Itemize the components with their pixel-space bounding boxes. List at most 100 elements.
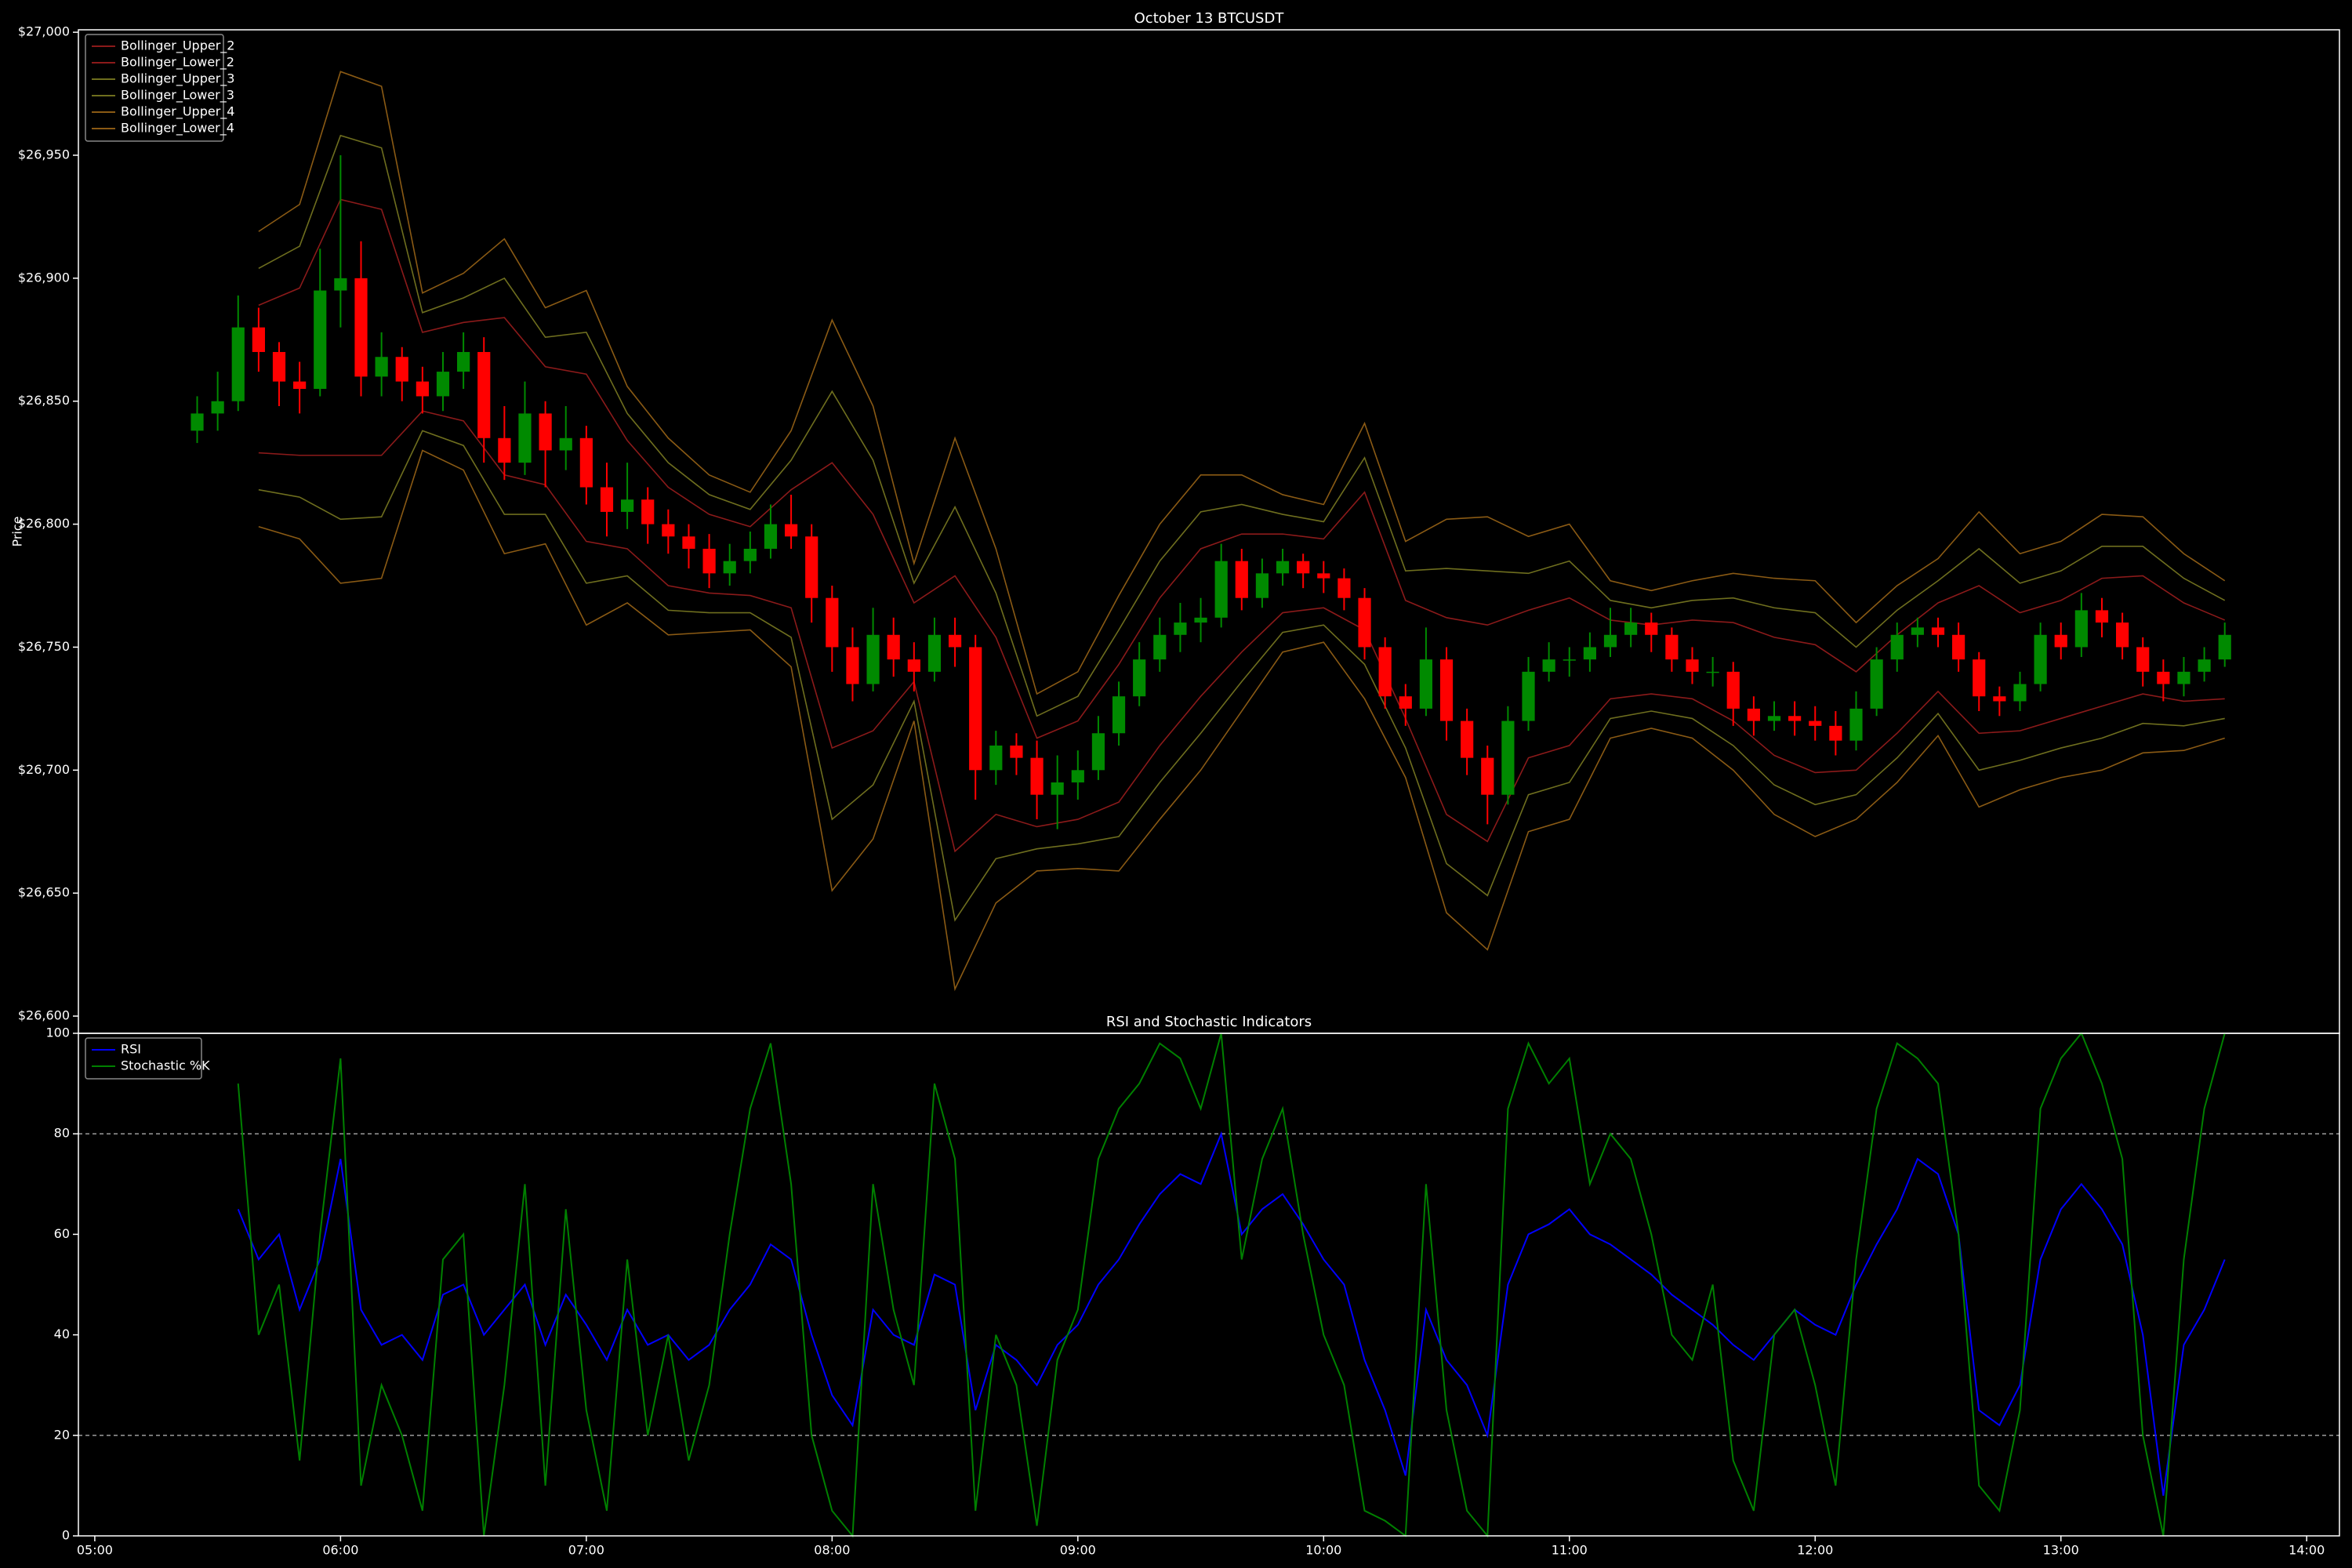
legend-label: Bollinger_Upper_2 bbox=[121, 38, 234, 54]
candle-body bbox=[826, 597, 839, 648]
candle-body bbox=[1030, 757, 1044, 795]
candle-body bbox=[1665, 634, 1679, 660]
legend-box bbox=[85, 1037, 202, 1080]
y-tick-label: 60 bbox=[54, 1226, 70, 1241]
candle-body bbox=[1439, 659, 1454, 721]
candle-body bbox=[1399, 696, 1412, 709]
candle-body bbox=[1481, 757, 1494, 795]
candle-body bbox=[1255, 573, 1269, 598]
plot-frame bbox=[78, 29, 2340, 1034]
candle-body bbox=[2095, 610, 2109, 623]
candle-body bbox=[395, 357, 408, 382]
candle-body bbox=[272, 351, 286, 382]
candle-body bbox=[2157, 671, 2170, 684]
candle-body bbox=[252, 327, 265, 352]
candle-body bbox=[1788, 716, 1802, 721]
candle-body bbox=[2136, 647, 2150, 672]
candle-body bbox=[1522, 671, 1535, 721]
candle-body bbox=[621, 499, 634, 512]
candle-body bbox=[231, 327, 245, 401]
legend-label: Stochastic %K bbox=[121, 1058, 210, 1073]
candle-body bbox=[559, 437, 572, 451]
candle-body bbox=[702, 548, 716, 574]
candle-body bbox=[1870, 659, 1883, 709]
candle-body bbox=[887, 634, 900, 660]
candle-body bbox=[457, 351, 470, 372]
y-tick-label: 100 bbox=[45, 1025, 70, 1040]
y-tick-label: $26,600 bbox=[18, 1008, 70, 1023]
candle-body bbox=[191, 413, 204, 431]
x-tick-label: 11:00 bbox=[1552, 1543, 1588, 1558]
candle-body bbox=[2034, 634, 2047, 684]
candle-body bbox=[969, 647, 982, 771]
candle-body bbox=[1235, 561, 1248, 598]
candle-body bbox=[662, 524, 675, 537]
chart-title: October 13 BTCUSDT bbox=[1134, 10, 1285, 27]
candle-body bbox=[354, 278, 368, 377]
candle-body bbox=[2115, 622, 2129, 648]
candle-body bbox=[2198, 659, 2211, 672]
candle-body bbox=[805, 536, 818, 598]
candle-body bbox=[682, 536, 695, 549]
candle-body bbox=[436, 372, 450, 397]
x-tick-label: 05:00 bbox=[77, 1543, 113, 1558]
candle-body bbox=[1973, 659, 1986, 697]
y-tick-label: $26,850 bbox=[18, 393, 70, 408]
legend-label: Bollinger_Lower_2 bbox=[121, 55, 234, 71]
candle-body bbox=[334, 278, 347, 291]
candle-body bbox=[1829, 725, 1842, 741]
x-tick-label: 08:00 bbox=[814, 1543, 850, 1558]
candle-body bbox=[1010, 745, 1023, 758]
y-tick-label: 0 bbox=[62, 1528, 70, 1543]
bollinger-line bbox=[258, 449, 2225, 992]
candle-body bbox=[1133, 659, 1146, 697]
candle-body bbox=[2013, 684, 2027, 702]
legend-label: Bollinger_Lower_4 bbox=[121, 121, 234, 136]
candle-body bbox=[907, 659, 920, 672]
candle-body bbox=[1645, 622, 1658, 635]
candle-body bbox=[1051, 782, 1064, 795]
y-tick-label: $26,950 bbox=[18, 147, 70, 162]
x-tick-label: 12:00 bbox=[1797, 1543, 1833, 1558]
candle-body bbox=[784, 524, 798, 537]
candle-body bbox=[1419, 659, 1433, 709]
candle-body bbox=[1214, 561, 1228, 618]
candle-body bbox=[2177, 671, 2190, 684]
y-tick-label: 80 bbox=[54, 1126, 70, 1141]
candle-body bbox=[1583, 647, 1596, 660]
candle-body bbox=[1194, 617, 1207, 623]
candle-body bbox=[1378, 647, 1392, 697]
x-tick-label: 10:00 bbox=[1305, 1543, 1341, 1558]
candle-body bbox=[1686, 659, 1699, 672]
candle-body bbox=[293, 381, 307, 390]
legend-label: Bollinger_Upper_3 bbox=[121, 71, 234, 87]
chart-title: RSI and Stochastic Indicators bbox=[1106, 1014, 1312, 1030]
y-tick-label: $26,650 bbox=[18, 885, 70, 900]
x-tick-label: 14:00 bbox=[2288, 1543, 2325, 1558]
candle-body bbox=[866, 634, 880, 684]
y-tick-label: $26,750 bbox=[18, 639, 70, 654]
candle-body bbox=[1071, 770, 1084, 782]
candle-body bbox=[518, 413, 532, 463]
bollinger-line bbox=[258, 134, 2226, 717]
candle-body bbox=[2074, 610, 2088, 648]
x-tick-label: 13:00 bbox=[2043, 1543, 2079, 1558]
candle-body bbox=[948, 634, 962, 648]
candle-body bbox=[1358, 597, 1371, 648]
candle-body bbox=[846, 647, 859, 684]
candle-body bbox=[927, 634, 942, 672]
candle-body bbox=[1338, 578, 1351, 598]
y-tick-label: $27,000 bbox=[18, 24, 70, 39]
y-tick-label: 40 bbox=[54, 1327, 70, 1341]
y-tick-label: $26,800 bbox=[18, 516, 70, 531]
candle-body bbox=[1624, 622, 1638, 635]
candle-body bbox=[600, 487, 614, 512]
candle-body bbox=[723, 561, 736, 574]
candle-body bbox=[2054, 634, 2067, 648]
legend-label: RSI bbox=[121, 1042, 141, 1057]
candle-body bbox=[1809, 720, 1822, 726]
bollinger-line bbox=[258, 410, 2225, 853]
candle-body bbox=[1563, 659, 1576, 661]
